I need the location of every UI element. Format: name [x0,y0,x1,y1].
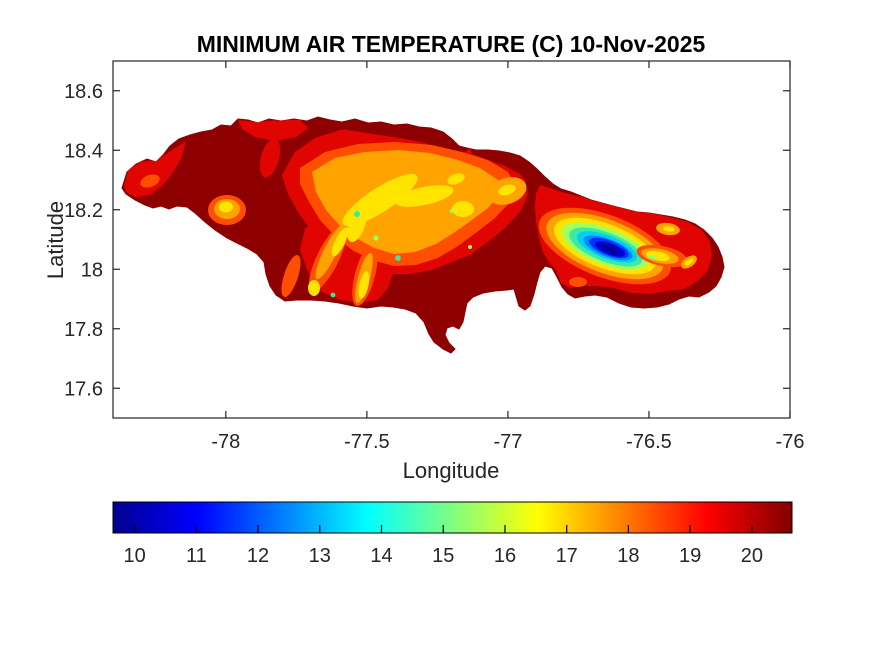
colorbar-tick-label: 17 [556,545,578,567]
contour-band-b14 [354,211,360,217]
y-tick-label: 18 [81,259,103,281]
contour-band-b15 [373,235,379,241]
contour-band-b15 [449,208,455,214]
x-axis-ticks: -78 -77.5 -77 -76.5 -76 [211,61,804,453]
contour-band-b16 [663,226,675,232]
colorbar-tick-label: 15 [432,545,454,567]
contour-band-b20 [470,148,538,182]
colorbar-tick-label: 10 [123,545,145,567]
contour-band-b14 [330,292,336,298]
contour-band-b16 [498,184,516,196]
contour-band-b16 [219,201,233,213]
contour-band-b20 [332,120,470,154]
contour-band-b16 [452,201,474,217]
colorbar-tick-label: 16 [494,545,516,567]
contour-band-b15 [647,254,657,260]
island-map [121,116,725,354]
contour-band-b20 [504,232,540,282]
contour-band-b18 [569,277,587,287]
contour-band-b18 [140,174,160,188]
colorbar-tick-label: 13 [309,545,331,567]
x-tick-label: -77.5 [344,431,390,453]
contour-band-b16 [684,258,694,266]
x-axis-label: Longitude [403,458,500,483]
y-tick-label: 18.2 [64,200,103,222]
colorbar-tick-label: 18 [617,545,639,567]
plot-area-box [112,60,791,419]
contour-band-b16 [331,227,349,257]
x-tick-label: -76 [776,431,805,453]
colorbar-tick-label: 20 [741,545,763,567]
colorbar-strip [113,502,792,533]
contour-band-b15 [468,245,472,249]
colorbar-tick-label: 14 [370,545,392,567]
contour-band-b16 [308,280,320,296]
contour-band-b19 [259,138,281,178]
x-tick-label: -77 [493,431,522,453]
contour-bands [124,120,712,307]
y-axis-label: Latitude [43,201,68,279]
y-tick-label: 18.6 [64,81,103,103]
plot-title: MINIMUM AIR TEMPERATURE (C) 10-Nov-2025 [197,31,706,57]
y-axis-ticks: 17.6 17.8 18 18.2 18.4 18.6 [64,81,790,400]
y-tick-label: 17.8 [64,319,103,341]
contour-band-b16 [394,185,454,207]
contour-band-b18 [281,254,301,298]
contour-band-b9 [601,244,619,254]
contour-band-b19 [124,141,186,197]
contour-band-b14 [395,255,401,261]
colorbar-tick-label: 19 [679,545,701,567]
contour-band-b19 [238,120,308,141]
colorbar: 10 11 12 13 14 15 16 17 18 19 20 [112,501,793,567]
x-tick-label: -78 [211,431,240,453]
colorbar-tick-label: 12 [247,545,269,567]
contour-band-b16 [347,207,367,243]
colorbar-border [112,501,793,534]
contour-band-b16 [358,271,370,299]
y-tick-label: 17.6 [64,378,103,400]
y-tick-label: 18.4 [64,140,103,162]
x-tick-label: -76.5 [626,431,672,453]
colorbar-tick-label: 11 [186,545,207,567]
contour-band-b16 [447,173,465,185]
